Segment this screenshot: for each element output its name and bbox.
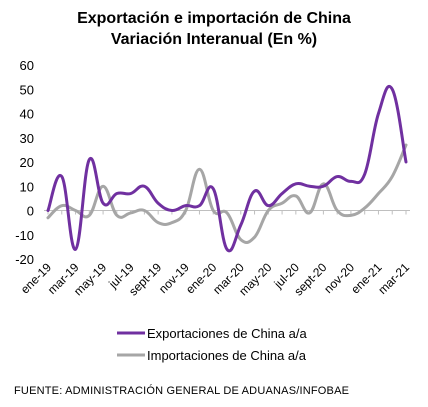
x-tick-label: mar-21 <box>375 260 412 297</box>
legend: Exportaciones de China a/a Importaciones … <box>117 326 307 363</box>
y-tick-label: 0 <box>27 204 34 219</box>
y-axis: -20 -10 0 10 20 30 40 50 60 <box>15 58 34 267</box>
legend-label-importaciones: Importaciones de China a/a <box>147 348 307 363</box>
series-line-importaciones <box>46 143 408 244</box>
source-note: FUENTE: ADMINISTRACIÓN GENERAL DE ADUANA… <box>14 385 350 397</box>
chart-title: Exportación e importación de China <box>77 10 351 27</box>
y-tick-label: 50 <box>20 82 34 97</box>
y-tick-label: -10 <box>15 228 34 243</box>
y-tick-label: 20 <box>20 155 34 170</box>
chart-subtitle: Variación Interanual (En %) <box>110 31 318 48</box>
x-axis: ene-19mar-19may-19jul-19sept-19nov-19ene… <box>18 210 412 298</box>
series-line-exportaciones <box>46 85 408 253</box>
y-tick-label: 10 <box>20 179 34 194</box>
y-tick-label: 60 <box>20 58 34 73</box>
y-tick-label: 30 <box>20 131 34 146</box>
legend-label-exportaciones: Exportaciones de China a/a <box>147 326 307 341</box>
y-tick-label: -20 <box>15 252 34 267</box>
series-lines <box>46 85 408 253</box>
y-tick-label: 40 <box>20 107 34 122</box>
